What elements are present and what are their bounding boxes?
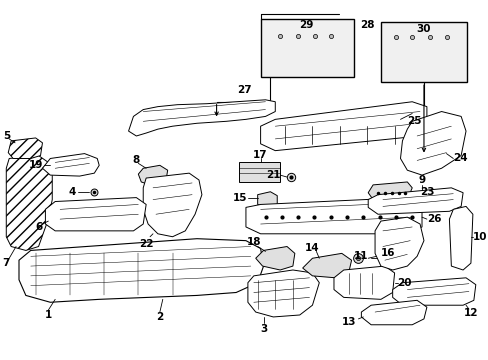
Text: 8: 8 [132, 156, 140, 166]
Bar [260, 19, 353, 77]
Polygon shape [143, 173, 202, 237]
Polygon shape [400, 112, 465, 175]
Text: 1: 1 [44, 310, 52, 320]
Text: 22: 22 [139, 239, 153, 249]
Text: 20: 20 [397, 278, 411, 288]
Polygon shape [448, 206, 472, 270]
Text: 26: 26 [426, 214, 441, 224]
Text: 27: 27 [236, 85, 251, 95]
Text: 28: 28 [359, 21, 374, 31]
Polygon shape [374, 217, 423, 270]
Text: 6: 6 [35, 222, 42, 232]
Polygon shape [260, 102, 426, 150]
Polygon shape [302, 253, 351, 278]
Text: 14: 14 [305, 243, 319, 253]
Polygon shape [333, 266, 394, 299]
Text: 9: 9 [418, 175, 425, 185]
Text: 15: 15 [232, 193, 247, 203]
Text: 19: 19 [28, 160, 43, 170]
Text: 11: 11 [353, 251, 368, 261]
Text: 13: 13 [341, 317, 355, 327]
Text: 3: 3 [260, 324, 266, 334]
Text: 16: 16 [380, 248, 395, 258]
Text: 21: 21 [265, 170, 280, 180]
Bar [380, 22, 466, 82]
Polygon shape [8, 138, 42, 158]
Text: 25: 25 [407, 116, 421, 126]
Polygon shape [247, 270, 319, 317]
Polygon shape [255, 247, 294, 270]
Text: 7: 7 [2, 258, 10, 268]
Bar [239, 162, 280, 182]
Polygon shape [392, 278, 475, 305]
Polygon shape [128, 100, 275, 136]
Text: 4: 4 [68, 187, 75, 197]
Text: 24: 24 [452, 153, 467, 163]
Polygon shape [367, 188, 462, 214]
Text: 12: 12 [463, 308, 477, 318]
Polygon shape [19, 239, 263, 302]
Text: 10: 10 [472, 232, 487, 242]
Polygon shape [138, 165, 167, 186]
Polygon shape [42, 154, 99, 176]
Text: 2: 2 [156, 312, 163, 322]
Text: 17: 17 [253, 149, 267, 159]
Polygon shape [367, 182, 411, 199]
Text: 29: 29 [299, 21, 313, 31]
Polygon shape [245, 198, 421, 234]
Text: 30: 30 [416, 24, 430, 34]
Polygon shape [361, 300, 426, 325]
Text: 18: 18 [246, 237, 261, 247]
Polygon shape [45, 198, 146, 231]
Text: 5: 5 [3, 131, 11, 141]
Text: 23: 23 [419, 187, 434, 197]
Polygon shape [257, 192, 277, 207]
Polygon shape [6, 156, 52, 251]
